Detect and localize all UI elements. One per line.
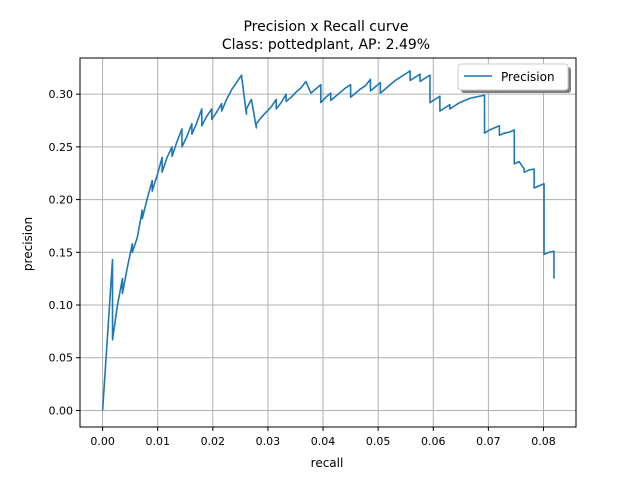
y-tick-label: 0.05 <box>49 352 74 365</box>
x-axis-label: recall <box>311 456 344 470</box>
x-tick-label: 0.08 <box>531 435 556 448</box>
legend-box <box>457 63 569 91</box>
x-tick-label: 0.06 <box>421 435 446 448</box>
x-tick-label: 0.03 <box>256 435 281 448</box>
x-tick-label: 0.02 <box>201 435 226 448</box>
legend: Precision <box>457 63 571 93</box>
y-tick-label: 0.25 <box>49 141 74 154</box>
y-axis-ticks: 0.00 0.05 0.10 0.15 0.20 0.25 0.30 <box>49 88 80 417</box>
chart-title: Precision x Recall curve <box>243 19 408 35</box>
x-tick-label: 0.00 <box>90 435 115 448</box>
y-tick-label: 0.20 <box>49 194 74 207</box>
plot-area-frame <box>79 57 577 428</box>
x-tick-label: 0.07 <box>476 435 501 448</box>
x-tick-label: 0.04 <box>311 435 336 448</box>
x-tick-label: 0.01 <box>145 435 170 448</box>
x-axis-ticks: 0.00 0.01 0.02 0.03 0.04 0.05 0.06 0.07 0.08 <box>90 427 556 448</box>
chart-subtitle: Class: pottedplant, AP: 2.49% <box>222 37 430 53</box>
y-tick-label: 0.30 <box>49 88 74 101</box>
x-tick-label: 0.05 <box>366 435 391 448</box>
y-tick-label: 0.00 <box>49 404 74 417</box>
y-tick-label: 0.10 <box>49 299 74 312</box>
legend-label: Precision <box>501 70 555 84</box>
precision-series-line <box>101 70 555 411</box>
y-tick-label: 0.15 <box>49 246 74 259</box>
grid-lines <box>80 58 576 427</box>
y-axis-label: precision <box>21 217 35 271</box>
